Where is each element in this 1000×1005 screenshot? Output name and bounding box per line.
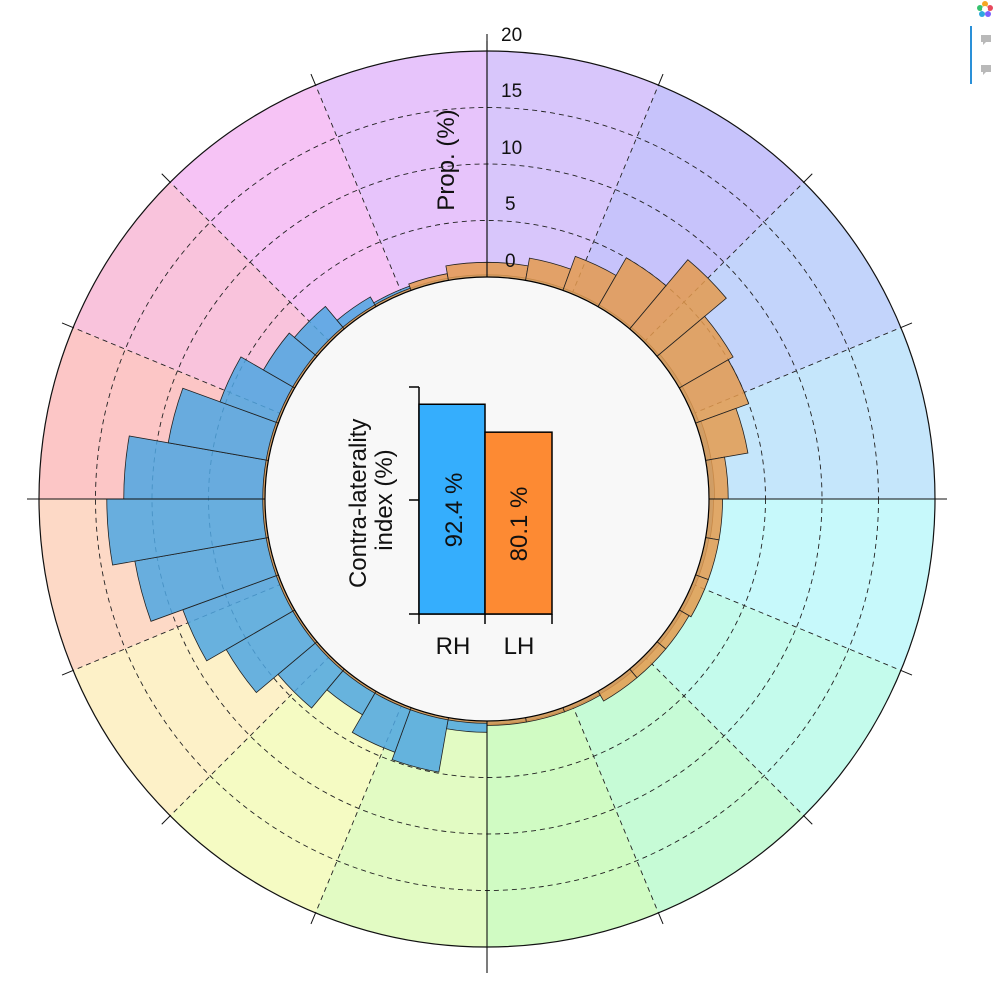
sector-background: [487, 51, 659, 294]
inset-category-lh: LH: [504, 633, 535, 660]
angular-tick: [61, 669, 74, 676]
sector-background: [170, 85, 403, 343]
angular-tick: [61, 322, 74, 329]
sector-background: [73, 182, 331, 415]
inset-bar-rh: [418, 403, 486, 615]
sector-background: [643, 583, 901, 816]
inset-bar-chart: 92.4 % 80.1 % RH LH Contra-laterality in…: [345, 386, 553, 660]
inset-y-axis-title-line: Contra-laterality: [345, 419, 372, 588]
sector-background: [315, 704, 487, 947]
inset-bar-label-rh: 92.4 %: [441, 473, 468, 548]
angular-tick: [310, 912, 317, 925]
radial-axis-title: Prop. (%): [433, 109, 460, 210]
angular-gridline: [643, 655, 805, 817]
modebar-divider: [970, 26, 972, 84]
plotly-logo-icon[interactable]: [976, 0, 994, 18]
angular-tick: [900, 322, 913, 329]
inset-y-axis-title-line: index (%): [371, 449, 398, 550]
radial-tick-label: 0: [505, 251, 516, 272]
inset-bar-label-lh: 80.1 %: [506, 487, 533, 562]
radial-tick-label: 15: [501, 81, 522, 102]
inset-y-axis-title: Contra-laterality index (%): [345, 412, 398, 588]
inset-category-rh: RH: [436, 633, 471, 660]
sector-background: [692, 499, 935, 671]
sector-background: [692, 327, 935, 499]
angular-tick: [161, 815, 171, 825]
sector-background: [487, 704, 659, 947]
angular-gridline: [691, 583, 902, 671]
radial-axis-ticks: 0 5 10 15 20: [501, 25, 522, 272]
angular-gridline: [169, 181, 331, 343]
sector-background: [170, 655, 403, 913]
angular-gridline: [315, 84, 403, 295]
angular-tick: [161, 173, 171, 183]
sector-background: [315, 51, 487, 294]
radial-tick-label: 10: [501, 138, 522, 159]
angular-tick: [803, 173, 813, 183]
angular-tick: [310, 73, 317, 86]
radial-tick-label: 20: [501, 25, 522, 46]
angular-tick: [657, 912, 664, 925]
angular-gridline: [571, 84, 659, 295]
comment-icon[interactable]: [980, 64, 992, 76]
angular-tick: [657, 73, 664, 86]
comment-icon[interactable]: [980, 34, 992, 46]
angular-tick: [803, 815, 813, 825]
angular-tick: [900, 669, 913, 676]
angular-gridline: [571, 703, 659, 914]
modebar: [968, 0, 1000, 90]
radial-tick-label: 5: [505, 194, 516, 215]
sector-background: [571, 655, 804, 913]
inset-bar-lh: [484, 431, 553, 615]
